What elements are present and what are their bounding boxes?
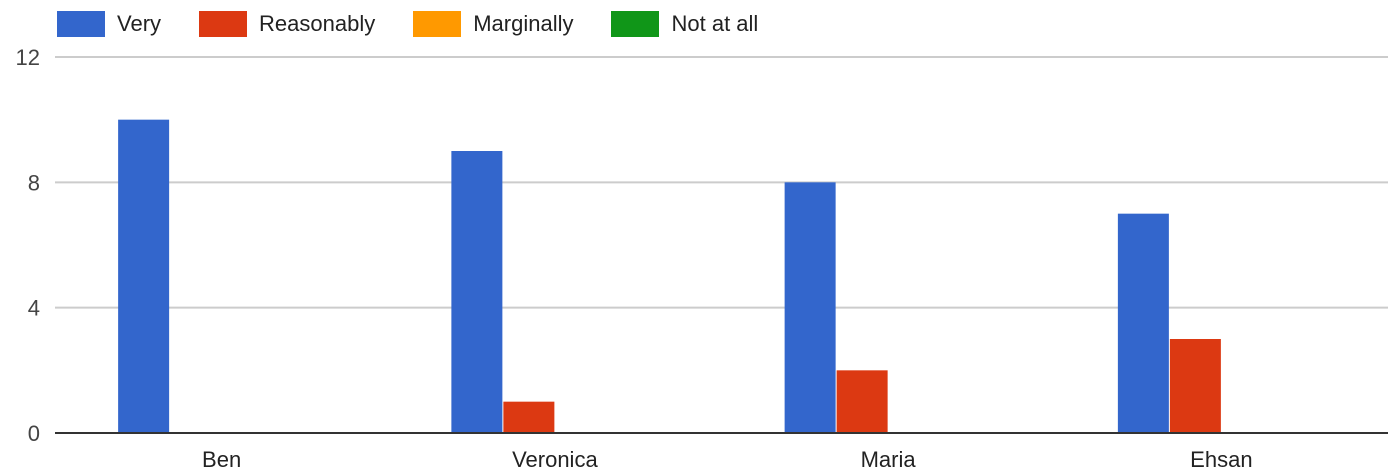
- x-tick-label-ben: Ben: [202, 447, 241, 471]
- x-axis-ticks: Ben Veronica Maria Ehsan: [202, 447, 1253, 471]
- legend-label-reasonably: Reasonably: [259, 11, 376, 36]
- y-tick-label-0: 0: [28, 421, 40, 446]
- legend-label-very: Very: [117, 11, 162, 36]
- chart-legend: Very Reasonably Marginally Not at all: [57, 10, 796, 38]
- legend-item-not-at-all[interactable]: Not at all: [611, 11, 758, 37]
- legend-label-marginally: Marginally: [473, 11, 574, 36]
- bar-ehsan-very[interactable]: [1117, 213, 1169, 433]
- bar-maria-very[interactable]: [784, 182, 836, 433]
- y-tick-label-12: 12: [16, 45, 40, 70]
- y-tick-label-4: 4: [28, 296, 40, 321]
- legend-swatch-marginally: [413, 11, 462, 37]
- legend-item-marginally[interactable]: Marginally: [413, 11, 573, 37]
- y-axis-ticks: 0 4 8 12: [16, 45, 40, 446]
- legend-item-reasonably[interactable]: Reasonably: [199, 11, 375, 37]
- bar-veronica-very[interactable]: [451, 151, 503, 433]
- x-tick-label-ehsan: Ehsan: [1190, 447, 1252, 471]
- x-tick-label-veronica: Veronica: [512, 447, 598, 471]
- bar-veronica-reasonably[interactable]: [503, 401, 555, 433]
- bars: [118, 119, 1221, 434]
- legend-swatch-reasonably: [199, 11, 248, 37]
- gridlines: [55, 56, 1388, 309]
- legend-label-not-at-all: Not at all: [671, 11, 759, 36]
- x-tick-label-maria: Maria: [861, 447, 917, 471]
- legend-swatch-very: [57, 11, 105, 37]
- legend-item-very[interactable]: Very: [57, 11, 161, 37]
- bar-maria-reasonably[interactable]: [836, 370, 888, 433]
- y-tick-label-8: 8: [28, 170, 40, 195]
- bar-ben-very[interactable]: [118, 119, 170, 434]
- legend-swatch-not-at-all: [611, 11, 660, 37]
- bar-ehsan-reasonably[interactable]: [1169, 339, 1221, 433]
